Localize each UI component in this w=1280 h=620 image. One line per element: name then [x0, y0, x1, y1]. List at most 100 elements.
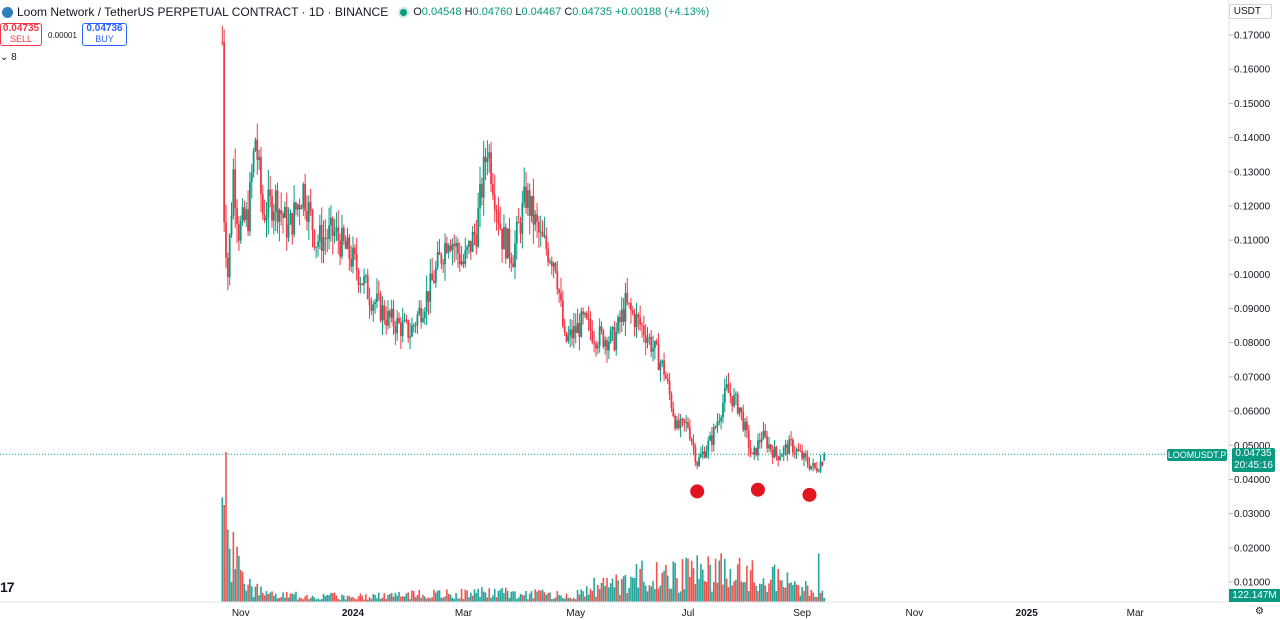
- candle-body: [357, 270, 360, 285]
- candle-body: [758, 440, 761, 443]
- volume-bar: [538, 589, 540, 602]
- volume-bar: [308, 599, 310, 602]
- volume-bar: [354, 598, 356, 602]
- volume-bar: [731, 585, 733, 602]
- candle-body: [457, 242, 459, 254]
- candle-body: [388, 310, 391, 318]
- candle-body: [293, 202, 295, 235]
- candle-body: [313, 230, 316, 248]
- candle-body: [479, 183, 481, 209]
- volume-bar: [550, 599, 553, 602]
- volume-bar: [637, 587, 640, 602]
- volume-bar: [805, 580, 807, 602]
- candle-body: [655, 340, 658, 344]
- candle-body: [449, 245, 452, 251]
- volume-bar: [530, 591, 533, 602]
- candle-body: [606, 340, 608, 351]
- volume-bar: [262, 592, 264, 602]
- candle-body: [328, 225, 330, 239]
- volume-bar: [333, 592, 336, 602]
- candle-body: [648, 336, 651, 339]
- candle-body: [615, 331, 618, 351]
- volume-bar: [460, 588, 463, 602]
- volume-bar: [784, 587, 787, 602]
- volume-bar: [617, 580, 619, 602]
- volume-bar: [228, 548, 231, 602]
- candle-body: [493, 195, 496, 210]
- candle-body: [628, 302, 630, 304]
- settings-icon[interactable]: ⚙: [1255, 606, 1264, 617]
- candle-body: [574, 326, 577, 334]
- price-tick-label: 0.12000: [1234, 201, 1271, 212]
- volume-bar: [770, 579, 772, 602]
- volume-bar: [274, 593, 277, 602]
- candle-body: [302, 184, 305, 208]
- sell-button[interactable]: 0.04735 SELL: [0, 23, 42, 46]
- volume-bar: [416, 594, 419, 602]
- candle-body: [657, 343, 660, 370]
- volume-bar: [387, 594, 389, 602]
- volume-bar: [401, 596, 404, 602]
- candle-body: [814, 463, 816, 469]
- volume-bar: [342, 595, 345, 602]
- volume-bar: [477, 588, 479, 602]
- volume-bar: [236, 546, 238, 602]
- chart-title: Loom Network / TetherUS PERPETUAL CONTRA…: [17, 5, 389, 19]
- candle-body: [370, 305, 373, 311]
- buy-button[interactable]: 0.04736 BUY: [82, 23, 127, 46]
- candle-body: [377, 293, 380, 295]
- volume-bar: [652, 581, 654, 602]
- price-tick-label: 0.15000: [1234, 99, 1271, 110]
- candle-body: [611, 327, 614, 330]
- indicators-toggle[interactable]: ⌄ 8: [0, 52, 17, 63]
- candle-body: [414, 325, 417, 327]
- volume-bar: [810, 589, 813, 602]
- volume-bar: [793, 581, 796, 602]
- candle-body: [587, 318, 590, 320]
- volume-bar: [689, 577, 691, 602]
- volume-bar: [554, 597, 557, 602]
- candle-body: [368, 299, 371, 306]
- volume-bar: [742, 582, 745, 602]
- tradingview-logo-icon[interactable]: 17: [0, 579, 15, 595]
- candle-body: [738, 407, 741, 414]
- volume-bar: [663, 570, 665, 602]
- candle-body: [806, 456, 809, 465]
- volume-bar: [716, 582, 719, 602]
- candle-body: [585, 313, 588, 319]
- candle-body: [622, 309, 625, 322]
- candle-body: [353, 247, 356, 254]
- volume-bar: [622, 576, 625, 602]
- volume-bar: [709, 564, 711, 602]
- candle-body: [773, 446, 776, 458]
- currency-selector[interactable]: USDT: [1228, 4, 1272, 19]
- candle-body: [497, 211, 500, 224]
- candle-body: [630, 303, 632, 311]
- volume-bar: [757, 590, 759, 602]
- volume-bar: [523, 595, 525, 602]
- volume-bar: [738, 557, 741, 602]
- volume-bar: [381, 597, 384, 602]
- candle-body: [280, 210, 283, 214]
- volume-bar: [687, 558, 689, 602]
- volume-bar: [578, 594, 581, 602]
- volume-bar: [405, 593, 408, 602]
- candle-body: [729, 392, 732, 397]
- volume-bar: [306, 594, 308, 602]
- candle-body: [674, 416, 677, 429]
- volume-bar: [608, 587, 610, 602]
- candle-body: [720, 417, 723, 422]
- volume-bar: [764, 585, 767, 602]
- volume-bar: [692, 568, 695, 602]
- volume-bar: [696, 555, 699, 602]
- candle-body: [607, 341, 610, 351]
- candle-body: [549, 261, 551, 263]
- candle-body: [423, 311, 426, 319]
- price-tick-label: 0.06000: [1234, 407, 1271, 418]
- candle-body: [330, 217, 332, 226]
- volume-bar: [383, 593, 386, 602]
- candle-body: [344, 241, 347, 249]
- candle-body: [775, 446, 778, 457]
- volume-bar: [705, 581, 708, 602]
